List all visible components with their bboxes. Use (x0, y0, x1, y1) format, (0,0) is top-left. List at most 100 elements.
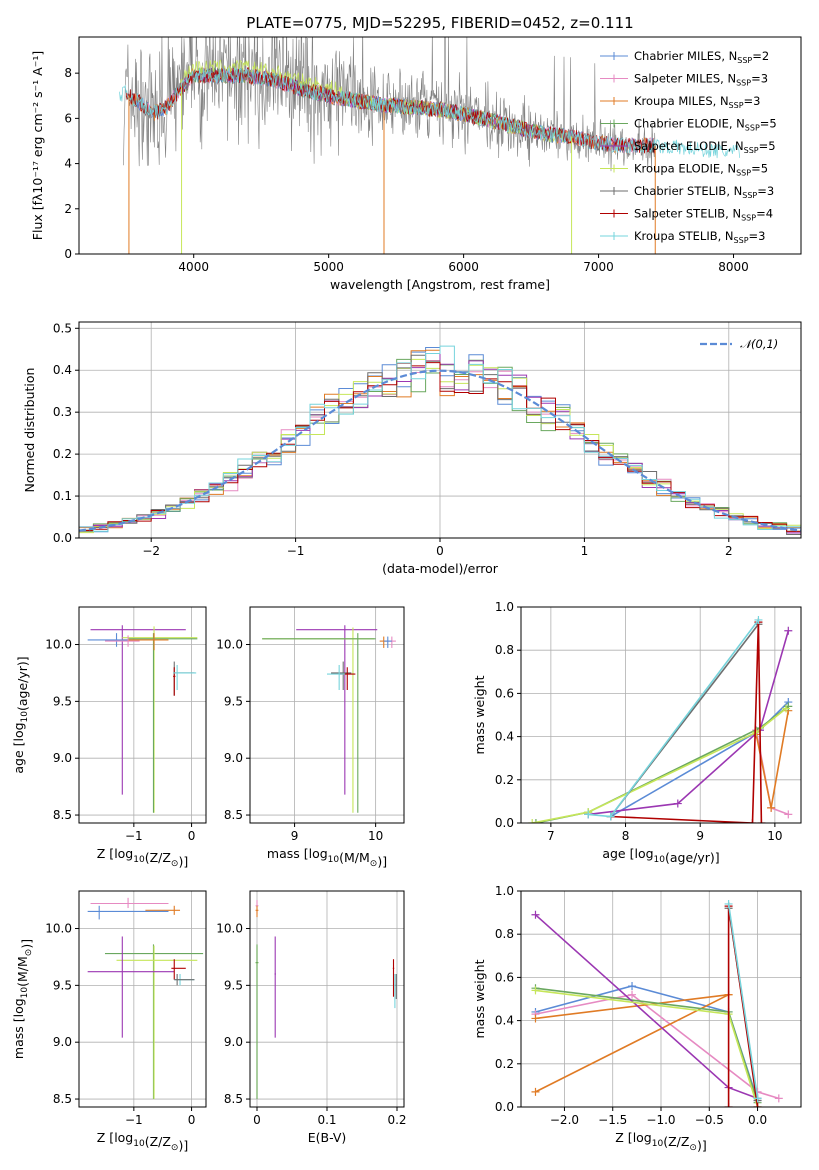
residuals-ylabel-part: Normed distribution (22, 368, 37, 493)
residuals-ytick-label: 0.2 (53, 447, 72, 461)
age_vs_mass-xlabel-part: )] (377, 854, 387, 869)
spectrum-xtick-label: 8000 (718, 260, 749, 274)
weight_vs_Z-xlabel-part: (Z/Z (663, 1134, 689, 1149)
age_vs_Z-ylabel-sub: 10 (20, 711, 30, 723)
weight_vs_age-marker-kroupa_stelib (754, 615, 763, 624)
residuals-xtick-label: −1 (287, 544, 305, 558)
age_vs_Z-xlabel-sub: ⊙ (171, 859, 179, 869)
normal-curve (79, 369, 801, 532)
weight_vs_age-xlabel: age [log10(age/yr)] (602, 846, 719, 865)
legend-sub: SSP (745, 124, 760, 133)
weight_vs_Z-xtick-label: 0.0 (748, 1113, 767, 1127)
mass_vs_EBV-plot-area (255, 900, 397, 1100)
mass_vs_Z-ylabel-part: mass [ (11, 1017, 26, 1059)
legend-text: =4 (756, 207, 773, 221)
mass_vs_EBV-ytick-label: 9.0 (224, 1035, 243, 1049)
legend-label-salpeter_stelib: Salpeter STELIB, NSSP=4 (634, 207, 773, 223)
weight_vs_Z-marker-salpeter_miles (628, 990, 637, 999)
age_vs_Z-ylabel-part: (age/yr)] (15, 656, 30, 711)
legend-text: Kroupa MILES, N (634, 94, 729, 108)
age_vs_Z-ylabel-part: age [ (11, 742, 26, 774)
mass_vs_Z-ylabel: mass [log10(M/M⊙)] (11, 939, 34, 1059)
legend-label-salpeter_elodie: Salpeter ELODIE, NSSP=5 (634, 139, 776, 155)
age_vs_mass-xtick-label: 9 (291, 829, 299, 843)
mass_vs_Z-ytick-label: 10.0 (45, 922, 72, 936)
weight_vs_age-line-salpeter_elodie (588, 630, 790, 816)
legend-sub: SSP (729, 101, 744, 110)
weight_vs_age-marker-salpeter_elodie (673, 799, 682, 808)
age_vs_mass-ytick-label: 9.5 (224, 694, 243, 708)
age_vs_mass-xtick-label: 10 (368, 829, 383, 843)
figure-title: PLATE=0775, MJD=52295, FIBERID=0452, z=0… (246, 14, 633, 32)
weight_vs_age-line-kroupa_elodie (532, 707, 787, 823)
spectrum-xtick-label: 4000 (178, 260, 209, 274)
age_vs_Z-ytick-label: 10.0 (45, 638, 72, 652)
weight_vs_age-ytick-label: 0.4 (495, 730, 514, 744)
weight_vs_Z-marker-salpeter_elodie (531, 910, 540, 919)
mass_vs_EBV-xtick-label: 0 (253, 1113, 261, 1127)
legend-label-salpeter_miles: Salpeter MILES, NSSP=3 (634, 72, 768, 88)
mass_vs_Z-xlabel-sub: 10 (133, 1139, 145, 1149)
weight_vs_Z-xtick-label: −0.5 (695, 1113, 724, 1127)
age_vs_mass-xlabel-part: log (309, 846, 328, 861)
legend-label-chabrier_miles: Chabrier MILES, NSSP=2 (634, 49, 769, 65)
weight_vs_age-line-kroupa_stelib (588, 619, 760, 818)
weight_vs_Z-xtick-label: −1.5 (598, 1113, 627, 1127)
legend-label-kroupa_miles: Kroupa MILES, NSSP=3 (634, 94, 760, 110)
mass_vs_Z-xlabel-part: log (114, 1130, 133, 1145)
weight_vs_Z-xlabel: Z [log10(Z/Z⊙)] (615, 1130, 706, 1153)
spectrum-legend: Chabrier MILES, NSSP=2 Salpeter MILES, NS… (600, 49, 777, 245)
weight_vs_age-ytick-label: 1.0 (495, 600, 514, 614)
mass_vs_EBV-xlabel-part: E(B-V) (308, 1130, 347, 1145)
spectrum-data-line (123, 37, 656, 172)
weight_vs_Z-marker-salpeter_stelib (753, 1103, 762, 1107)
residual-hist-salpeter_stelib (79, 362, 801, 532)
legend-text: Kroupa ELODIE, N (634, 162, 736, 176)
weight_vs_age-marker-kroupa_stelib (606, 812, 615, 821)
weight_vs_age-ytick-label: 0.2 (495, 773, 514, 787)
weight_vs_age-marker-kroupa_elodie (528, 819, 537, 823)
legend-text: =5 (751, 162, 768, 176)
mass_vs_Z-ytick-label: 9.5 (53, 978, 72, 992)
mass_vs_Z-ytick-label: 9.0 (53, 1035, 72, 1049)
weight_vs_age-ytick-label: 0.6 (495, 686, 514, 700)
weight_vs_age-marker-kroupa_stelib (584, 810, 593, 819)
weight_vs_Z-panel: −2.0 −1.5 −1.0 −0.5 0.0 0.0 0.2 0.4 0.6 0.8 1.0 Z [… (472, 884, 802, 1153)
weight_vs_Z-marker-salpeter_stelib (724, 1103, 733, 1107)
weight_vs_Z-line-kroupa_miles (535, 993, 729, 1093)
mass_vs_Z-xlabel-part: )] (178, 1138, 188, 1153)
mass_vs_EBV-panel: 0 0.1 0.2 8.5 9.0 9.5 10.0 E(B-V) (216, 890, 407, 1145)
age_vs_Z-ytick-label: 9.5 (53, 694, 72, 708)
weight_vs_age-xtick-label: 10 (767, 829, 782, 843)
residual-hist-kroupa_stelib (79, 345, 801, 532)
weight_vs_age-marker-salpeter_stelib (748, 819, 757, 823)
mass_vs_Z-ytick-label: 8.5 (53, 1092, 72, 1106)
age_vs_mass-xlabel-part: mass [ (267, 846, 309, 861)
weight_vs_Z-xtick-label: −2.0 (550, 1113, 579, 1127)
mass_vs_Z-plot-area (87, 897, 204, 1100)
legend-text: =2 (752, 49, 769, 63)
mass_vs_Z-ylabel-sub: ⊙ (24, 949, 34, 957)
age_vs_mass-xlabel: mass [log10(M/M⊙)] (267, 846, 387, 869)
legend-text: Salpeter ELODIE, N (634, 139, 744, 153)
residuals-ytick-label: 0.4 (53, 363, 72, 377)
mass_vs_EBV-xlabel: E(B-V) (308, 1130, 347, 1145)
age_vs_Z-plot-area (87, 625, 198, 813)
weight_vs_Z-line-kroupa_stelib (727, 903, 759, 1099)
age_vs_mass-plot-area (262, 625, 396, 813)
age_vs_Z-xtick-label: −1 (125, 829, 143, 843)
legend-label-kroupa_elodie: Kroupa ELODIE, NSSP=5 (634, 162, 768, 178)
spectrum-plot-area (119, 37, 741, 254)
residuals-xtick-label: −2 (142, 544, 160, 558)
spectrum-xlabel: wavelength [Angstrom, rest frame] (330, 277, 550, 292)
weight_vs_Z-ytick-label: 0.0 (495, 1100, 514, 1114)
legend-text: =3 (744, 94, 761, 108)
age_vs_Z-xlabel-sub: 10 (133, 855, 145, 865)
age_vs_Z-ylabel: age [log10(age/yr)] (11, 656, 30, 773)
weight_vs_Z-ylabel-part: mass weight (472, 959, 487, 1038)
weight_vs_age-marker-salpeter_elodie (784, 626, 793, 635)
mass_vs_Z-panel: −1 08.59.09.510.0Z [log10(Z/Z⊙)]mass [log… (11, 890, 207, 1153)
weight_vs_Z-ytick-label: 0.4 (495, 1014, 514, 1028)
